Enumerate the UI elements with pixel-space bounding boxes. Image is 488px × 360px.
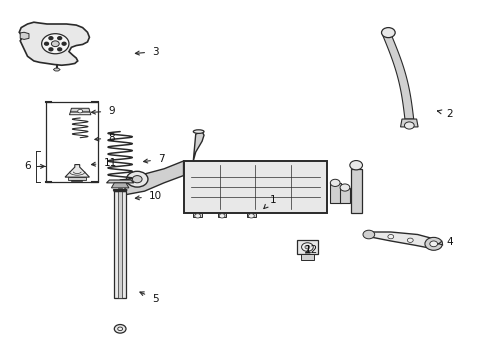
Circle shape xyxy=(41,34,69,54)
Polygon shape xyxy=(246,213,255,217)
Circle shape xyxy=(362,230,374,239)
Circle shape xyxy=(49,48,53,51)
Circle shape xyxy=(424,237,442,250)
Polygon shape xyxy=(193,132,203,161)
Bar xyxy=(45,102,98,182)
Text: 12: 12 xyxy=(305,245,318,255)
Polygon shape xyxy=(106,180,134,183)
Text: 6: 6 xyxy=(24,161,44,171)
Polygon shape xyxy=(217,213,226,217)
Circle shape xyxy=(339,184,349,191)
Circle shape xyxy=(387,234,393,239)
Text: 1: 1 xyxy=(264,195,276,208)
Polygon shape xyxy=(113,190,127,192)
Circle shape xyxy=(51,41,59,46)
Polygon shape xyxy=(339,188,349,203)
Circle shape xyxy=(349,161,362,170)
Polygon shape xyxy=(20,32,29,40)
Polygon shape xyxy=(297,240,317,254)
Text: 4: 4 xyxy=(437,237,452,247)
Circle shape xyxy=(58,48,61,51)
Polygon shape xyxy=(19,22,89,65)
Text: 2: 2 xyxy=(437,109,452,119)
Polygon shape xyxy=(65,165,89,177)
Polygon shape xyxy=(193,213,202,217)
Polygon shape xyxy=(111,183,129,188)
Polygon shape xyxy=(183,161,327,213)
Circle shape xyxy=(118,327,122,330)
Text: 5: 5 xyxy=(140,292,159,304)
Text: 8: 8 xyxy=(95,133,115,143)
Polygon shape xyxy=(125,161,183,195)
Circle shape xyxy=(219,214,224,218)
Text: 10: 10 xyxy=(135,191,162,201)
Polygon shape xyxy=(118,188,122,298)
Text: 3: 3 xyxy=(135,46,159,57)
Circle shape xyxy=(381,28,394,38)
Text: 11: 11 xyxy=(91,158,117,168)
Polygon shape xyxy=(53,68,60,71)
Polygon shape xyxy=(350,169,361,213)
Polygon shape xyxy=(382,35,413,119)
Circle shape xyxy=(78,109,82,113)
Polygon shape xyxy=(114,192,126,298)
Polygon shape xyxy=(400,119,417,127)
Circle shape xyxy=(301,243,313,251)
Text: 9: 9 xyxy=(91,106,115,116)
Ellipse shape xyxy=(193,130,203,134)
Circle shape xyxy=(404,122,413,129)
Circle shape xyxy=(429,241,437,247)
Circle shape xyxy=(114,324,126,333)
Circle shape xyxy=(132,176,142,183)
Polygon shape xyxy=(69,112,91,115)
Polygon shape xyxy=(68,177,86,180)
Circle shape xyxy=(49,37,53,40)
Circle shape xyxy=(305,245,309,249)
Polygon shape xyxy=(301,254,313,260)
Circle shape xyxy=(407,238,412,242)
Polygon shape xyxy=(329,183,340,203)
Polygon shape xyxy=(70,108,90,112)
Text: 7: 7 xyxy=(143,154,164,164)
Circle shape xyxy=(194,214,200,218)
Circle shape xyxy=(126,171,148,187)
Circle shape xyxy=(62,42,66,45)
Circle shape xyxy=(330,179,339,186)
Circle shape xyxy=(44,42,48,45)
Circle shape xyxy=(58,37,61,40)
Polygon shape xyxy=(363,232,436,249)
Circle shape xyxy=(248,214,254,218)
